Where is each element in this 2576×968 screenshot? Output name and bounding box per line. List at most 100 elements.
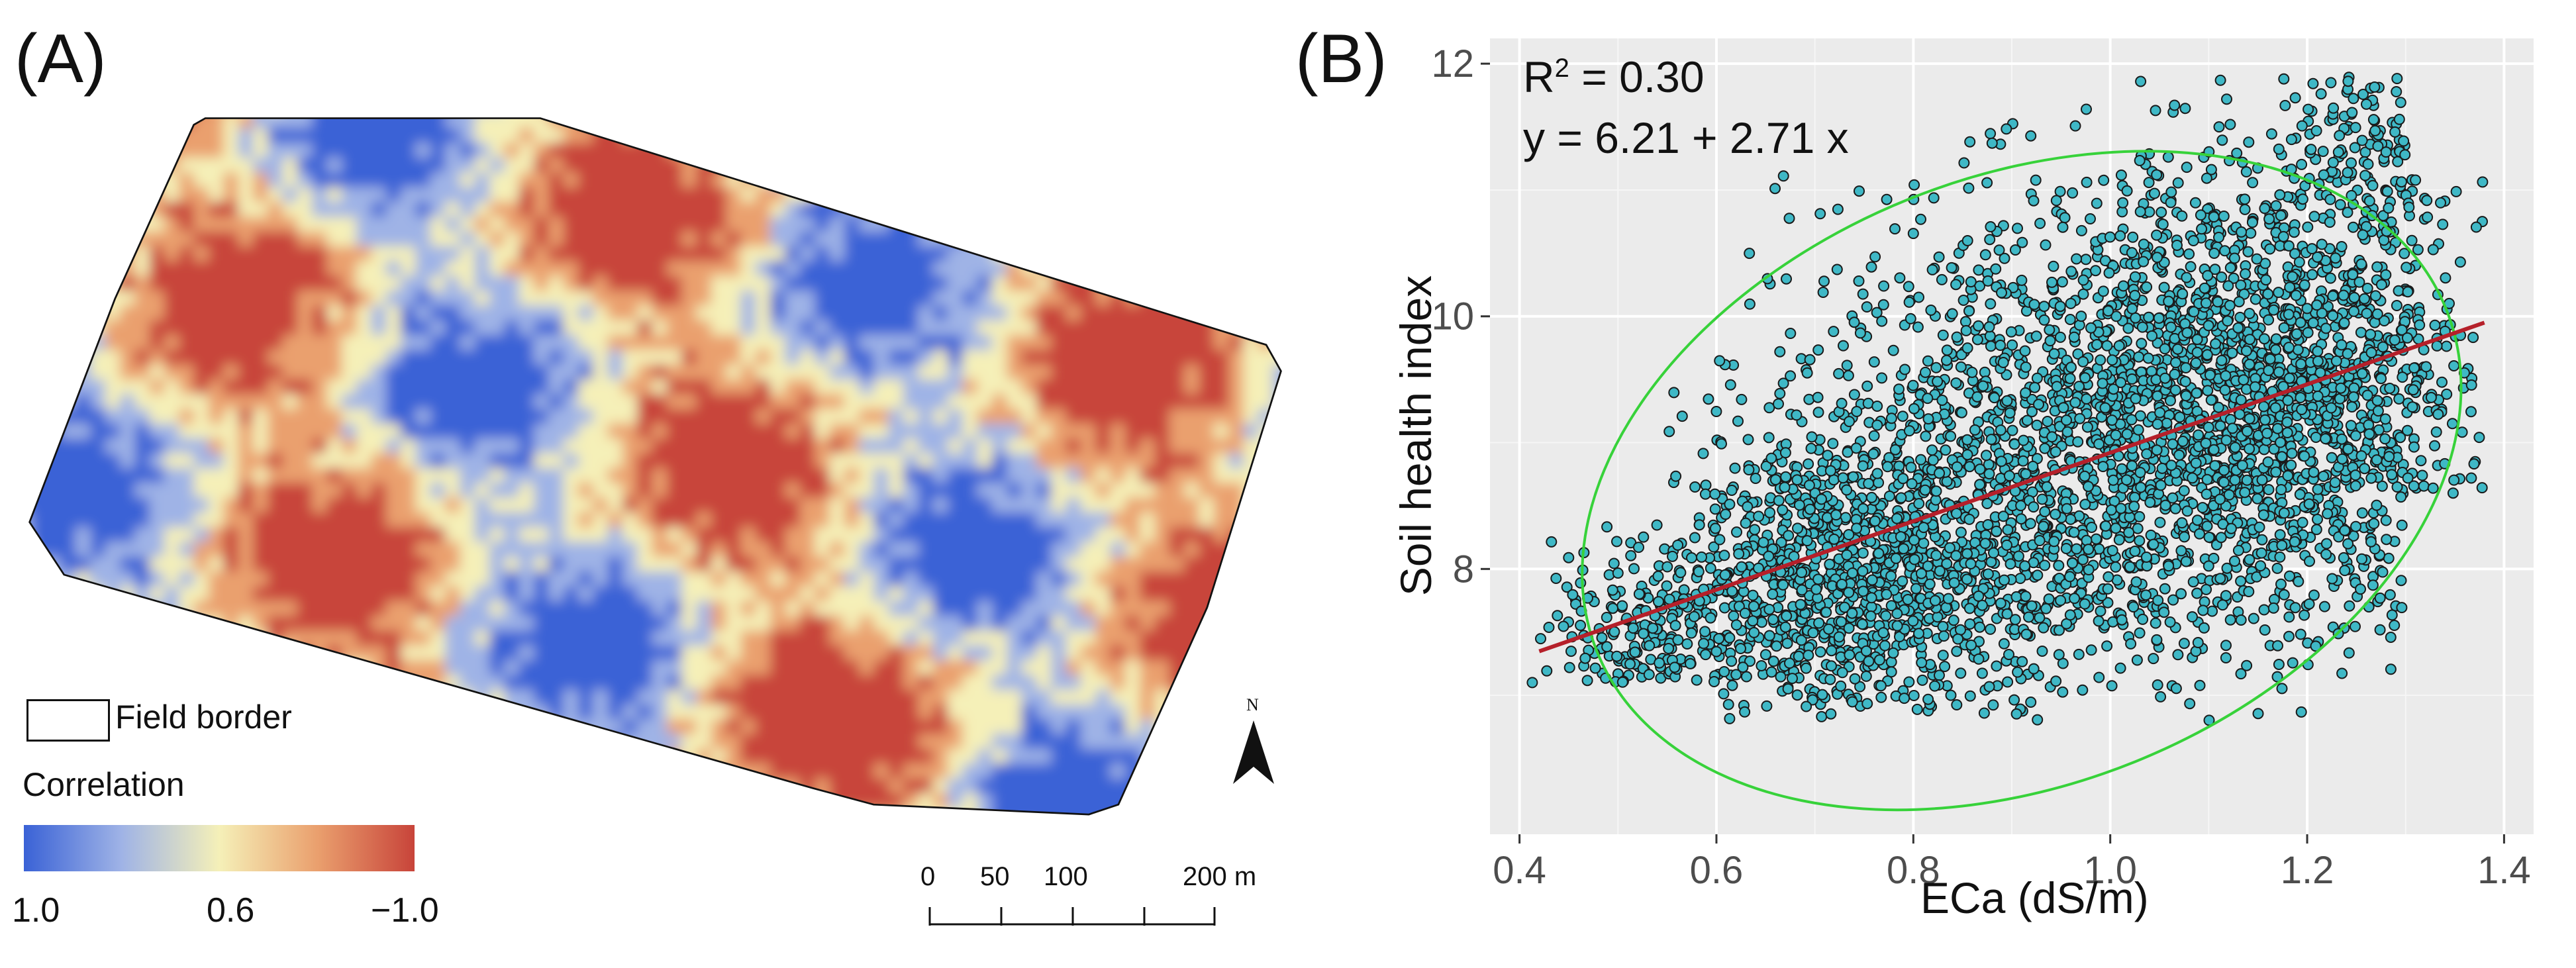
- map-cell: [282, 571, 299, 588]
- map-cell: [696, 793, 713, 810]
- map-cell: [371, 453, 388, 470]
- map-cell: [489, 822, 506, 839]
- map-cell: [932, 246, 950, 263]
- map-cell: [1051, 616, 1067, 632]
- map-cell: [1199, 719, 1216, 736]
- map-cell: [666, 704, 683, 721]
- map-cell: [1228, 689, 1245, 706]
- map-cell: [977, 497, 994, 514]
- map-cell: [1154, 246, 1171, 263]
- map-cell: [577, 350, 595, 367]
- map-cell: [681, 217, 698, 234]
- map-cell: [164, 453, 181, 470]
- map-cell: [134, 202, 152, 218]
- map-cell: [268, 99, 284, 115]
- map-cell: [1095, 128, 1112, 145]
- map-cell: [1287, 512, 1298, 529]
- map-cell: [711, 497, 728, 514]
- map-cell: [563, 571, 580, 588]
- map-cell: [401, 118, 417, 130]
- map-cell: [932, 394, 950, 411]
- map-cell: [430, 586, 447, 603]
- map-cell: [1036, 453, 1053, 470]
- map-cell: [711, 379, 728, 396]
- map-cell: [1243, 128, 1260, 145]
- map-cell: [371, 675, 388, 692]
- map-cell: [991, 734, 1009, 751]
- map-cell: [977, 409, 994, 426]
- map-cell: [799, 142, 817, 160]
- map-cell: [31, 202, 48, 218]
- map-cell: [312, 719, 328, 736]
- map-cell: [282, 675, 299, 692]
- map-cell: [534, 158, 550, 174]
- map-cell: [1184, 394, 1201, 411]
- map-cell: [1065, 453, 1083, 470]
- map-cell: [534, 748, 550, 765]
- map-cell: [637, 527, 654, 544]
- map-cell: [1080, 246, 1097, 263]
- map-cell: [415, 778, 432, 795]
- map-cell: [105, 118, 122, 130]
- map-cell: [1065, 467, 1083, 485]
- map-cell: [622, 542, 639, 559]
- map-cell: [1110, 394, 1127, 411]
- map-cell: [60, 364, 77, 381]
- map-cell: [1036, 659, 1053, 677]
- map-cell: [1213, 645, 1230, 662]
- map-cell: [622, 394, 639, 411]
- map-cell: [252, 261, 270, 278]
- map-cell: [120, 527, 136, 544]
- map-cell: [548, 659, 566, 677]
- map-cell: [29, 630, 33, 648]
- map-cell: [1051, 704, 1067, 721]
- map-cell: [475, 99, 491, 115]
- map-cell: [1258, 689, 1275, 706]
- map-cell: [430, 748, 447, 765]
- map-cell: [504, 305, 521, 322]
- map-cell: [622, 305, 639, 322]
- map-cell: [666, 467, 683, 485]
- map-cell: [1258, 527, 1275, 544]
- map-cell: [105, 483, 122, 499]
- map-cell: [1051, 290, 1067, 307]
- map-cell: [829, 118, 846, 130]
- map-cell: [1287, 822, 1298, 839]
- map-cell: [29, 158, 33, 174]
- map-cell: [268, 483, 285, 499]
- map-cell: [120, 290, 136, 307]
- map-cell: [1184, 290, 1201, 307]
- map-cell: [1213, 217, 1230, 234]
- map-cell: [489, 409, 506, 426]
- map-cell: [356, 689, 373, 706]
- map-cell: [1036, 556, 1053, 573]
- map-cell: [489, 763, 506, 780]
- map-cell: [962, 261, 979, 278]
- map-cell: [519, 748, 536, 765]
- field-border-legend-label: Field border: [115, 699, 292, 736]
- map-cell: [1169, 118, 1186, 130]
- map-cell: [1199, 556, 1216, 573]
- map-cell: [1095, 409, 1112, 426]
- map-cell: [252, 246, 270, 263]
- map-cell: [1243, 645, 1260, 662]
- map-cell: [1007, 778, 1024, 795]
- map-cell: [371, 350, 388, 367]
- map-cell: [1007, 261, 1024, 278]
- map-cell: [193, 675, 211, 692]
- map-cell: [312, 734, 328, 751]
- map-cell: [401, 202, 417, 218]
- map-cell: [1273, 172, 1281, 189]
- map-cell: [460, 379, 477, 396]
- map-cell: [430, 423, 447, 440]
- map-cell: [238, 128, 255, 145]
- map-cell: [770, 675, 787, 692]
- map-cell: [859, 586, 875, 603]
- map-cell: [932, 748, 950, 765]
- map-cell: [711, 527, 728, 544]
- map-cell: [415, 571, 432, 588]
- map-cell: [844, 217, 861, 234]
- map-cell: [297, 556, 314, 573]
- map-cell: [1095, 778, 1112, 795]
- map-cell: [962, 689, 979, 706]
